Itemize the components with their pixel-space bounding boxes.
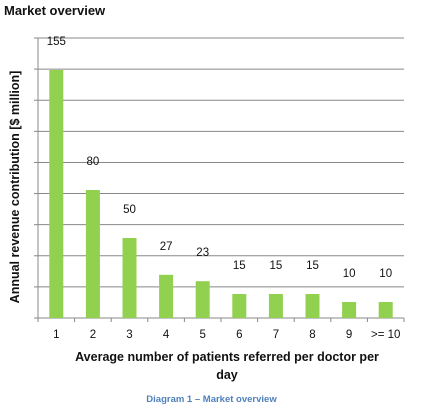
x-tick-label: 3 — [126, 329, 132, 341]
bar — [305, 294, 320, 318]
bar — [268, 294, 283, 318]
page-title: Market overview — [4, 3, 106, 18]
x-axis-title: Average number of patients referred per … — [75, 350, 379, 364]
data-label: 50 — [123, 204, 136, 216]
bar-chart: 155 1 80 2 50 3 27 4 23 5 15 6 15 7 15 8 10 9 10 >= 10 Avera… — [8, 36, 405, 382]
data-label: 10 — [343, 268, 356, 280]
bar — [49, 70, 64, 318]
x-tick-label: >= 10 — [371, 329, 400, 341]
data-label: 10 — [379, 268, 392, 280]
x-tick-label: 2 — [90, 329, 96, 341]
data-label: 15 — [233, 260, 246, 272]
bar — [232, 294, 247, 318]
x-tick-label: 1 — [53, 329, 59, 341]
x-tick-label: 5 — [199, 329, 205, 341]
bar — [195, 281, 210, 318]
x-tick-label: 4 — [163, 329, 170, 341]
y-axis-title: Annual revenue contribution [$ million] — [8, 71, 22, 304]
x-tick-label: 9 — [346, 329, 352, 341]
bar — [122, 238, 137, 318]
x-tick-label: 8 — [309, 329, 315, 341]
bar — [85, 190, 100, 318]
figure-caption: Diagram 1 – Market overview — [146, 394, 277, 405]
x-tick-label: 7 — [273, 329, 279, 341]
data-label: 23 — [196, 247, 209, 259]
data-label: 15 — [270, 260, 283, 272]
data-label: 15 — [306, 260, 319, 272]
x-tick-label: 6 — [236, 329, 242, 341]
bar — [378, 302, 393, 318]
x-axis-title: day — [216, 368, 238, 382]
data-label: 155 — [47, 36, 66, 48]
bar — [342, 302, 357, 318]
bar — [159, 274, 174, 318]
data-label: 27 — [160, 241, 173, 253]
data-label: 80 — [87, 156, 100, 168]
